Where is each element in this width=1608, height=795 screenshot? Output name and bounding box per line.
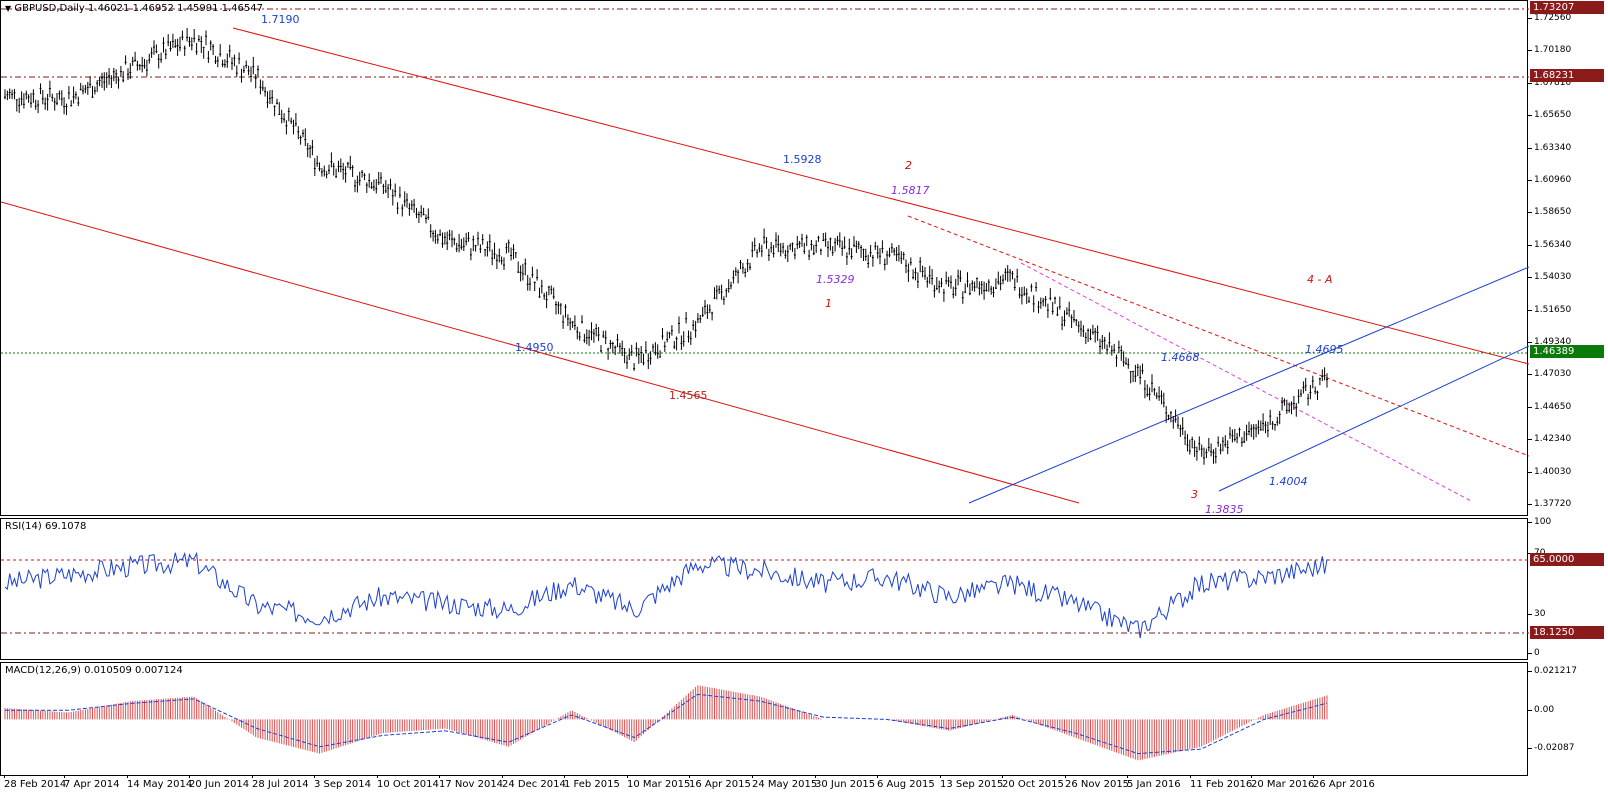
- date-label: 14 May 2014: [127, 775, 193, 790]
- tag-top-level: 1.73207: [1530, 1, 1604, 14]
- label-1400: 1.4004: [1269, 475, 1308, 488]
- rsi-tick-0: 0: [1528, 648, 1540, 658]
- rsi-pane[interactable]: RSI(14) 69.1078: [0, 518, 1529, 660]
- macd-tick-zero: 0.00: [1527, 705, 1555, 715]
- label-wave-4a: 4 - A: [1307, 273, 1333, 286]
- macd-histogram: [4, 685, 1328, 761]
- label-1466: 1.4668: [1161, 351, 1200, 364]
- rsi-canvas: [1, 551, 1529, 639]
- blue-channel-lower: [1218, 345, 1529, 492]
- date-label: 28 Feb 2014: [4, 775, 67, 790]
- tag-resistance: 1.68231: [1530, 69, 1604, 82]
- macd-axis: 0.021217 0.00 -0.02087: [1527, 662, 1608, 776]
- label-1383: 1.3835: [1205, 503, 1244, 516]
- rsi-tick-100: 100: [1527, 517, 1552, 527]
- label-1581: 1.5817: [891, 184, 930, 197]
- price-tick: 1.63340: [1527, 142, 1572, 153]
- date-label: 28 Jul 2014: [252, 775, 309, 790]
- date-axis: 28 Feb 2014 7 Apr 2014 14 May 2014 20 Jun 2…: [0, 775, 1528, 795]
- rsi-tick-30: 30: [1527, 609, 1546, 619]
- price-tick: 1.65650: [1527, 110, 1572, 121]
- rsi-axis: 100 70 30 0 65.0000 18.1250: [1527, 517, 1608, 660]
- price-tick: 1.70180: [1527, 45, 1572, 56]
- triangle-down-icon[interactable]: ▼: [5, 4, 12, 13]
- label-wave-3: 3: [1191, 488, 1198, 501]
- date-label: 3 Sep 2014: [314, 775, 372, 790]
- price-tick: 1.60960: [1527, 175, 1572, 185]
- date-label: 1 Feb 2015: [564, 775, 620, 790]
- price-candles: [4, 27, 1328, 465]
- macd-signal-line: [5, 693, 1328, 754]
- rsi-tag-upper: 65.0000: [1530, 553, 1604, 566]
- rsi-tag-lower: 18.1250: [1530, 626, 1604, 639]
- date-label: 16 Apr 2015: [689, 775, 751, 790]
- label-1532: 1.5329: [816, 273, 855, 286]
- price-chart-canvas: [1, 8, 1529, 504]
- price-tick: 1.40030: [1527, 466, 1572, 477]
- macd-pane[interactable]: MACD(12,26,9) 0.010509 0.007124: [0, 662, 1528, 776]
- chart-title[interactable]: ▼ GBPUSD,Daily 1.46021 1.46952 1.45991 1…: [5, 3, 263, 14]
- date-label: 20 Mar 2016: [1251, 775, 1315, 790]
- label-1469: 1.4695: [1305, 343, 1344, 356]
- date-label: 7 Apr 2014: [64, 775, 120, 790]
- tag-current-price: 1.46389: [1530, 345, 1604, 358]
- price-tick: 1.37720: [1527, 499, 1572, 509]
- label-1456: 1.4565: [669, 389, 708, 402]
- date-label: 26 Apr 2016: [1313, 775, 1375, 790]
- date-label: 26 Nov 2015: [1065, 775, 1130, 790]
- date-label: 13 Sep 2015: [940, 775, 1004, 790]
- price-axis[interactable]: 1.72560 1.70180 1.67810 1.65650 1.63340 1.609…: [1527, 0, 1608, 516]
- rsi-title: RSI(14) 69.1078: [5, 521, 87, 532]
- red-dashed-line: [907, 215, 1529, 457]
- macd-title: MACD(12,26,9) 0.010509 0.007124: [5, 665, 183, 676]
- macd-tick-top: 0.021217: [1528, 666, 1577, 676]
- date-label: 11 Feb 2016: [1190, 775, 1253, 790]
- price-tick: 1.67810: [1527, 77, 1572, 88]
- label-wave-2: 2: [905, 159, 912, 172]
- macd-canvas: [4, 685, 1328, 761]
- price-tick: 1.49340: [1527, 337, 1572, 347]
- date-label: 24 Dec 2014: [502, 775, 566, 790]
- magenta-dashed-line: [1020, 262, 1472, 502]
- price-tick: 1.42340: [1527, 434, 1572, 445]
- red-channel-upper: [232, 27, 1529, 365]
- price-tick: 1.47030: [1527, 369, 1572, 380]
- blue-channel-upper: [968, 266, 1529, 504]
- red-channel-lower: [1, 201, 1080, 504]
- price-tick: 1.51650: [1527, 304, 1572, 315]
- label-high-1719: 1.7190: [261, 13, 300, 26]
- date-label: 20 Jun 2014: [189, 775, 250, 790]
- date-label: 6 Aug 2015: [877, 775, 935, 790]
- price-tick: 1.58650: [1527, 207, 1572, 218]
- label-1592: 1.5928: [783, 153, 822, 166]
- price-chart-pane[interactable]: ▼ GBPUSD,Daily 1.46021 1.46952 1.45991 1…: [0, 0, 1529, 516]
- date-label: 10 Oct 2014: [377, 775, 439, 790]
- label-1495: 1.4950: [515, 341, 554, 354]
- price-tick: 1.56340: [1527, 239, 1572, 250]
- date-label: 30 Jun 2015: [815, 775, 876, 790]
- price-tick: 1.44650: [1527, 401, 1572, 412]
- date-label: 20 Oct 2015: [1002, 775, 1064, 790]
- macd-tick-bottom: -0.02087: [1527, 743, 1575, 753]
- date-label: 10 Mar 2015: [627, 775, 691, 790]
- date-label: 24 May 2015: [752, 775, 818, 790]
- date-label: 5 Jan 2016: [1127, 775, 1181, 790]
- rsi-line: [4, 551, 1328, 639]
- price-tick: 1.54030: [1527, 272, 1572, 283]
- price-tick: 1.72560: [1527, 13, 1572, 23]
- label-wave-1: 1: [825, 297, 832, 310]
- ohlc-values: 1.46021 1.46952 1.45991 1.46547: [88, 3, 263, 14]
- symbol-label: GBPUSD,Daily: [14, 3, 85, 14]
- date-label: 17 Nov 2014: [439, 775, 504, 790]
